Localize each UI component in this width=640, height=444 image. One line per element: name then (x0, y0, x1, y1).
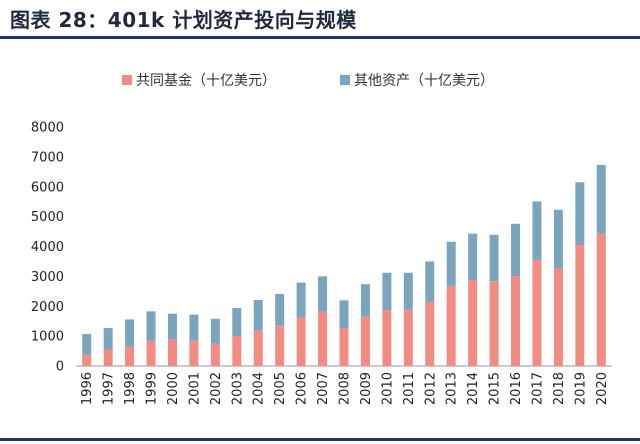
y-tick-label: 7000 (31, 150, 64, 165)
bar-mutual-funds-2016 (511, 276, 521, 366)
bar-mutual-funds-2001 (189, 340, 199, 366)
bar-mutual-funds-2004 (253, 330, 263, 366)
x-tick-label: 2004 (252, 372, 267, 405)
x-tick-label: 2016 (509, 372, 524, 405)
bar-mutual-funds-2000 (167, 339, 177, 366)
bar-other-assets-2018 (553, 209, 563, 269)
x-tick-label: 2003 (230, 372, 245, 405)
x-tick-label: 2009 (359, 372, 374, 405)
bar-other-assets-2007 (318, 276, 328, 312)
bar-mutual-funds-2008 (339, 328, 349, 366)
x-tick-label: 1997 (102, 372, 117, 405)
bar-other-assets-2006 (296, 282, 306, 318)
bar-mutual-funds-2015 (489, 281, 499, 366)
x-tick-label: 2007 (316, 372, 331, 405)
bar-other-assets-2012 (425, 261, 435, 302)
legend-swatch-1 (340, 75, 350, 85)
x-axis: 1996 1997 1998 1999 2000 2001 2002 2003 2004 2005… (76, 365, 612, 405)
x-tick-label: 2011 (402, 372, 417, 405)
y-tick-label: 1000 (31, 330, 64, 345)
bar-other-assets-1997 (103, 328, 113, 350)
bar-mutual-funds-2012 (425, 301, 435, 366)
x-tick-label: 2002 (209, 372, 224, 405)
bar-other-assets-2013 (446, 241, 456, 286)
bar-other-assets-2014 (468, 233, 478, 280)
bar-mutual-funds-2011 (403, 309, 413, 366)
bar-other-assets-2015 (489, 234, 499, 282)
bar-other-assets-2009 (360, 284, 370, 317)
bar-mutual-funds-2007 (318, 311, 328, 366)
bar-mutual-funds-2005 (275, 325, 285, 366)
bar-mutual-funds-1998 (125, 346, 135, 366)
legend-label-1: 其他资产（十亿美元） (354, 73, 494, 89)
bar-other-assets-2010 (382, 272, 392, 311)
bar-other-assets-2005 (275, 294, 285, 326)
x-tick-label: 1996 (80, 372, 95, 405)
bar-other-assets-1998 (125, 319, 135, 347)
bar-other-assets-2004 (253, 299, 263, 331)
bar-mutual-funds-2009 (360, 316, 370, 366)
bar-other-assets-2020 (596, 164, 606, 234)
bars (82, 164, 606, 366)
x-tick-label: 2013 (445, 372, 460, 405)
bar-other-assets-1999 (146, 311, 156, 341)
bar-other-assets-2001 (189, 314, 199, 341)
bar-mutual-funds-1996 (82, 354, 92, 366)
bar-other-assets-2017 (532, 201, 542, 260)
legend-label-0: 共同基金（十亿美元） (136, 72, 276, 89)
bar-mutual-funds-2003 (232, 336, 242, 366)
y-tick-label: 5000 (31, 210, 64, 225)
bar-mutual-funds-2002 (210, 343, 220, 366)
x-tick-label: 2001 (187, 372, 202, 405)
bar-mutual-funds-2013 (446, 285, 456, 366)
bar-other-assets-2011 (403, 272, 413, 310)
bar-mutual-funds-2010 (382, 310, 392, 366)
y-tick-label: 0 (56, 360, 64, 375)
bar-other-assets-2016 (511, 223, 521, 277)
bar-mutual-funds-2014 (468, 279, 478, 366)
bar-mutual-funds-2020 (596, 233, 606, 366)
legend: 共同基金（十亿美元） 其他资产（十亿美元） (122, 72, 494, 89)
x-tick-label: 2005 (273, 372, 288, 405)
bar-other-assets-2003 (232, 308, 242, 337)
bar-other-assets-2000 (167, 313, 177, 340)
y-tick-label: 2000 (31, 300, 64, 315)
bar-mutual-funds-1999 (146, 340, 156, 366)
bottom-divider (0, 438, 640, 441)
bar-other-assets-2019 (575, 182, 585, 246)
bar-mutual-funds-2018 (553, 268, 563, 366)
x-tick-label: 2010 (380, 372, 395, 405)
x-tick-label: 2008 (338, 372, 353, 405)
x-tick-label: 2019 (573, 372, 588, 405)
x-tick-label: 2017 (530, 372, 545, 405)
y-tick-label: 3000 (31, 270, 64, 285)
x-tick-label: 2015 (488, 372, 503, 405)
bar-other-assets-2002 (210, 318, 220, 344)
header: 图表 28：401k 计划资产投向与规模 (0, 0, 640, 34)
x-tick-label: 2014 (466, 372, 481, 405)
y-axis: 0 1000 2000 3000 4000 5000 6000 7000 8000 (31, 121, 64, 375)
bar-mutual-funds-2006 (296, 317, 306, 366)
bar-mutual-funds-2019 (575, 245, 585, 366)
y-tick-label: 6000 (31, 180, 64, 195)
x-tick-label: 2020 (595, 372, 610, 405)
bar-other-assets-1996 (82, 334, 92, 355)
y-tick-label: 8000 (31, 121, 64, 136)
x-tick-label: 1999 (145, 372, 160, 405)
bar-other-assets-2008 (339, 300, 349, 329)
y-tick-label: 4000 (31, 240, 64, 255)
title-divider (0, 36, 640, 39)
x-tick-label: 2018 (552, 372, 567, 405)
x-tick-label: 1998 (123, 372, 138, 405)
page-title: 图表 28：401k 计划资产投向与规模 (10, 8, 357, 32)
bar-mutual-funds-2017 (532, 259, 542, 366)
bar-mutual-funds-1997 (103, 349, 113, 366)
x-tick-label: 2000 (166, 372, 181, 405)
x-tick-label: 2012 (423, 372, 438, 405)
x-tick-label: 2006 (295, 372, 310, 405)
legend-swatch-0 (122, 75, 132, 85)
